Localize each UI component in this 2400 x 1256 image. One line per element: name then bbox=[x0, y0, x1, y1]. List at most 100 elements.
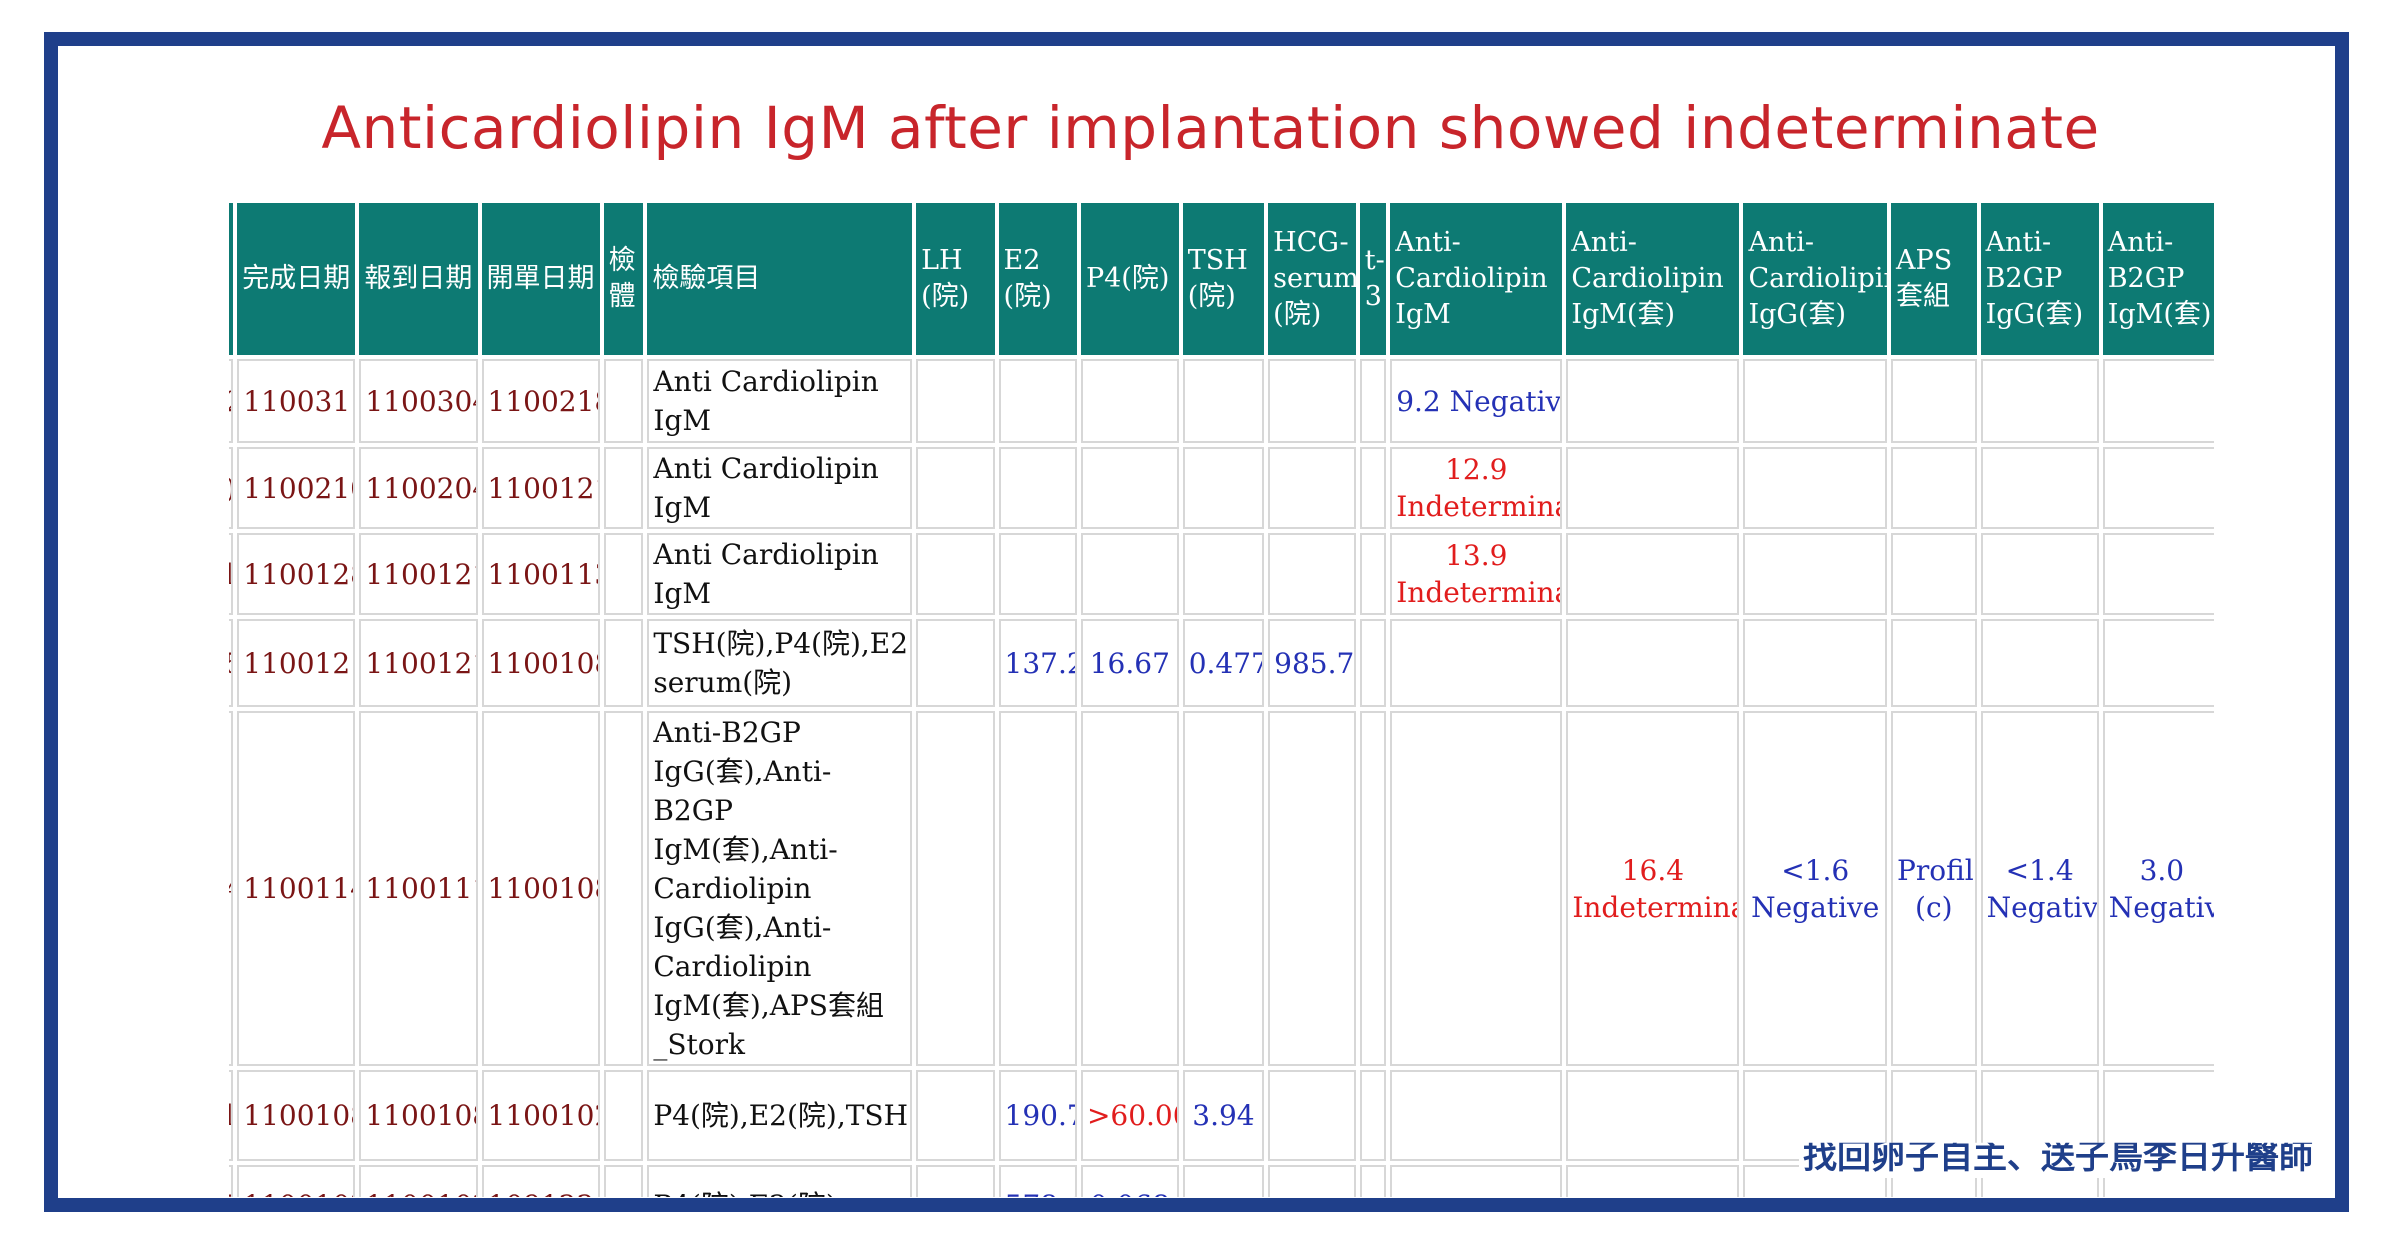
acl-igm-set-cell bbox=[1566, 359, 1740, 443]
b2gp-igm-cell: 3.0 Negative bbox=[2102, 711, 2214, 1066]
acl-igg-set-cell bbox=[1743, 447, 1888, 529]
clipped-cell: l bbox=[229, 533, 234, 615]
order-date-cell: 1100102 bbox=[481, 1070, 600, 1161]
acl-igg-set-cell bbox=[1743, 619, 1888, 707]
acl-igm-set-cell bbox=[1566, 533, 1740, 615]
lh-cell bbox=[916, 619, 995, 707]
lh-cell bbox=[916, 359, 995, 443]
aps-cell bbox=[1891, 533, 1977, 615]
lh-cell bbox=[916, 447, 995, 529]
test-item-cell: P4(院),E2(院),TSH(院) bbox=[647, 1070, 913, 1161]
header-report-date: 報到日期 bbox=[359, 203, 478, 355]
test-item-cell: Anti-B2GP IgG(套),Anti-B2GP IgM(套),Anti-C… bbox=[647, 711, 913, 1066]
acl-igm-cell: 13.9 Indeterminate bbox=[1390, 533, 1563, 615]
t3-cell bbox=[1359, 1165, 1387, 1197]
e2-cell bbox=[998, 447, 1077, 529]
header-b2gp-igm: Anti-B2GP IgM(套) bbox=[2102, 203, 2214, 355]
p4-cell bbox=[1080, 359, 1179, 443]
tsh-cell bbox=[1182, 1165, 1265, 1197]
t3-cell bbox=[1359, 711, 1387, 1066]
specimen-cell bbox=[603, 1070, 644, 1161]
clipped-cell: 5 bbox=[229, 619, 234, 707]
specimen-cell bbox=[603, 533, 644, 615]
lh-cell bbox=[916, 1070, 995, 1161]
p4-cell bbox=[1080, 711, 1179, 1066]
aps-cell bbox=[1891, 359, 1977, 443]
e2-cell bbox=[998, 359, 1077, 443]
b2gp-igg-cell: <1.4 Negative bbox=[1980, 711, 2099, 1066]
completion-date-cell: 1100102 bbox=[237, 1165, 356, 1197]
header-clipped bbox=[229, 203, 234, 355]
clipped-cell: 4 bbox=[229, 711, 234, 1066]
t3-cell bbox=[1359, 1070, 1387, 1161]
acl-igm-set-cell: 16.4 Indeterminate bbox=[1566, 711, 1740, 1066]
header-aps: APS套組 bbox=[1891, 203, 1977, 355]
b2gp-igg-cell bbox=[1980, 619, 2099, 707]
tsh-cell: 0.477 bbox=[1182, 619, 1265, 707]
test-item-cell: P4(院),E2(院) bbox=[647, 1165, 913, 1197]
test-item-cell: Anti Cardiolipin IgM bbox=[647, 447, 913, 529]
header-acl-igm: Anti-Cardiolipin IgM bbox=[1390, 203, 1563, 355]
lab-results-table: 完成日期 報到日期 開單日期 檢體 檢驗項目 LH (院) E2 (院) P4(… bbox=[229, 199, 2214, 1197]
header-row: 完成日期 報到日期 開單日期 檢體 檢驗項目 LH (院) E2 (院) P4(… bbox=[229, 203, 2214, 355]
tsh-cell bbox=[1182, 447, 1265, 529]
completion-date-cell: 1100128 bbox=[237, 533, 356, 615]
hcg-cell bbox=[1268, 711, 1356, 1066]
tsh-cell bbox=[1182, 533, 1265, 615]
acl-igm-cell: 12.9 Indeterminate bbox=[1390, 447, 1563, 529]
specimen-cell bbox=[603, 359, 644, 443]
header-e2: E2 (院) bbox=[998, 203, 1077, 355]
acl-igg-set-cell: <1.6 Negative bbox=[1743, 711, 1888, 1066]
e2-cell bbox=[998, 711, 1077, 1066]
p4-cell: 0.068 bbox=[1080, 1165, 1179, 1197]
hcg-cell bbox=[1268, 533, 1356, 615]
table-row: 7 1100102 1100102 1091221 P4(院),E2(院) 57… bbox=[229, 1165, 2214, 1197]
header-acl-igg-set: Anti-Cardiolipin IgG(套) bbox=[1743, 203, 1888, 355]
report-date-cell: 1100108 bbox=[359, 1070, 478, 1161]
tsh-cell: 3.94 bbox=[1182, 1070, 1265, 1161]
acl-igm-set-cell bbox=[1566, 1165, 1740, 1197]
hcg-cell bbox=[1268, 1165, 1356, 1197]
b2gp-igg-cell bbox=[1980, 447, 2099, 529]
acl-igg-set-cell bbox=[1743, 359, 1888, 443]
table-row: l 1100108 1100108 1100102 P4(院),E2(院),TS… bbox=[229, 1070, 2214, 1161]
order-date-cell: 1100218 bbox=[481, 359, 600, 443]
report-date-cell: 1100204 bbox=[359, 447, 478, 529]
lh-cell bbox=[916, 1165, 995, 1197]
header-t3: t-3 bbox=[1359, 203, 1387, 355]
aps-cell: Profile (c) bbox=[1891, 711, 1977, 1066]
p4-cell bbox=[1080, 533, 1179, 615]
specimen-cell bbox=[603, 619, 644, 707]
order-date-cell: 1100108 bbox=[481, 619, 600, 707]
specimen-cell bbox=[603, 1165, 644, 1197]
clipped-cell: l bbox=[229, 1070, 234, 1161]
t3-cell bbox=[1359, 533, 1387, 615]
header-order-date: 開單日期 bbox=[481, 203, 600, 355]
p4-cell: 16.67 bbox=[1080, 619, 1179, 707]
header-completion-date: 完成日期 bbox=[237, 203, 356, 355]
hcg-cell bbox=[1268, 447, 1356, 529]
acl-igm-set-cell bbox=[1566, 619, 1740, 707]
b2gp-igm-cell bbox=[2102, 533, 2214, 615]
specimen-cell bbox=[603, 711, 644, 1066]
t3-cell bbox=[1359, 619, 1387, 707]
aps-cell bbox=[1891, 447, 1977, 529]
hcg-cell bbox=[1268, 359, 1356, 443]
e2-cell bbox=[998, 533, 1077, 615]
watermark-text: 找回卵子自主、送子鳥李日升醫師 bbox=[1799, 1142, 2317, 1178]
header-lh: LH (院) bbox=[916, 203, 995, 355]
clipped-cell: 2 bbox=[229, 359, 234, 443]
completion-date-cell: 1100108 bbox=[237, 1070, 356, 1161]
clipped-cell: ) bbox=[229, 447, 234, 529]
test-item-cell: TSH(院),P4(院),E2(院),HCG-serum(院) bbox=[647, 619, 913, 707]
acl-igm-cell bbox=[1390, 1070, 1563, 1161]
b2gp-igg-cell bbox=[1980, 359, 2099, 443]
